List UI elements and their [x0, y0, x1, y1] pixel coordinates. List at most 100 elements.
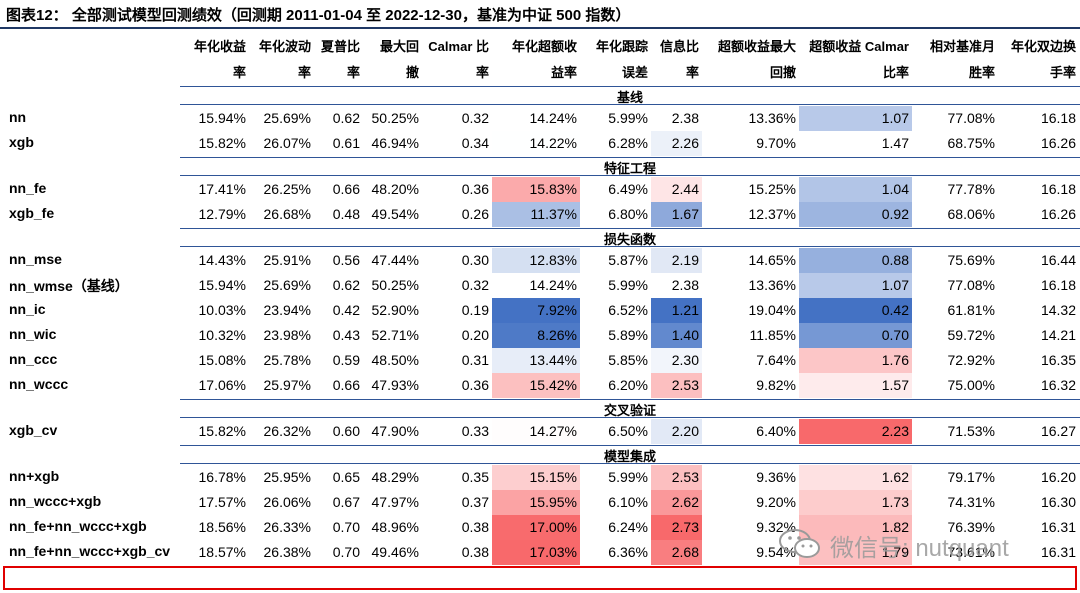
table-cell: 16.26 — [1040, 206, 1076, 222]
table-cell: 2.53 — [651, 465, 702, 490]
section-title: 模型集成 — [603, 449, 656, 464]
table-cell: 26.33% — [263, 519, 311, 535]
table-cell: 68.75% — [947, 135, 995, 151]
table-cell: 14.27% — [492, 419, 580, 444]
table-cell: 16.18 — [1040, 277, 1076, 293]
table-cell: 0.20 — [461, 327, 489, 343]
table-cell: 6.20% — [608, 377, 648, 393]
table-cell: 0.70 — [332, 544, 360, 560]
table-cell: 72.92% — [947, 352, 995, 368]
table-cell: 15.25% — [748, 181, 796, 197]
table-cell: 0.37 — [461, 494, 489, 510]
table-cell: 26.06% — [263, 494, 311, 510]
table-cell: 47.44% — [371, 252, 419, 268]
section-title: 损失函数 — [603, 232, 656, 247]
table-cell: 0.30 — [461, 252, 489, 268]
table-cell: 50.25% — [371, 277, 419, 293]
column-header: 超额收益 Calmar — [809, 39, 909, 54]
table-cell: 15.42% — [492, 373, 580, 398]
table-row: nn_mse 14.43% 25.91% 0.56 47.44% 0.30 12.83% 5.… — [0, 248, 1080, 273]
table-cell: 16.78% — [198, 469, 246, 485]
table-cell: 1.67 — [651, 202, 702, 227]
table-cell: 0.66 — [332, 377, 360, 393]
table-cell: 2.68 — [651, 540, 702, 565]
table-cell: 16.32 — [1040, 377, 1076, 393]
column-header: 比率 — [882, 65, 909, 80]
table-cell: 17.41% — [198, 181, 246, 197]
table-cell: 0.70 — [332, 519, 360, 535]
table-row: xgb_fe 12.79% 26.68% 0.48 49.54% 0.26 11.37% 6.… — [0, 202, 1080, 227]
table-cell: 46.94% — [371, 135, 419, 151]
table-cell: 0.70 — [799, 323, 912, 348]
table-cell: 13.44% — [492, 348, 580, 373]
table-row: nn_wccc 17.06% 25.97% 0.66 47.93% 0.36 15.42% 6… — [0, 373, 1080, 398]
table-row: nn_ic 10.03% 23.94% 0.42 52.90% 0.19 7.92% 6.52… — [0, 298, 1080, 323]
row-label: nn_ccc — [9, 351, 58, 367]
table-cell: 74.31% — [947, 494, 995, 510]
table-cell: 2.44 — [651, 177, 702, 202]
table-cell: 9.36% — [756, 469, 796, 485]
table-cell: 1.07 — [799, 106, 912, 131]
table-cell: 25.91% — [263, 252, 311, 268]
table-cell: 25.69% — [263, 277, 311, 293]
table-cell: 18.56% — [198, 519, 246, 535]
table-cell: 0.38 — [461, 519, 489, 535]
column-header: 误差 — [621, 65, 648, 80]
section-title: 交叉验证 — [603, 403, 656, 418]
table-cell: 14.65% — [748, 252, 796, 268]
column-header: 撤 — [405, 65, 419, 80]
column-header: 年化双边换 — [1010, 39, 1076, 54]
table-row: nn_ccc 15.08% 25.78% 0.59 48.50% 0.31 13.44% 5.… — [0, 348, 1080, 373]
table-row: nn_fe+nn_wccc+xgb_cv 18.57% 26.38% 0.70 49.4… — [0, 540, 1080, 565]
table-cell: 14.43% — [198, 252, 246, 268]
table-cell: 52.90% — [371, 302, 419, 318]
table-cell: 77.78% — [947, 181, 995, 197]
table-cell: 1.57 — [799, 373, 912, 398]
section-divider — [180, 463, 1080, 464]
table-cell: 1.62 — [799, 465, 912, 490]
table-cell: 14.24% — [492, 273, 580, 298]
column-header: 最大回 — [379, 39, 419, 54]
table-cell: 15.94% — [198, 277, 246, 293]
section-divider — [180, 157, 1080, 158]
table-cell: 48.96% — [371, 519, 419, 535]
table-row: xgb_cv 15.82% 26.32% 0.60 47.90% 0.33 14.27% 6.… — [0, 419, 1080, 444]
section-divider — [180, 399, 1080, 400]
column-header: 年化跟踪 — [595, 39, 648, 54]
table-cell: 0.59 — [332, 352, 360, 368]
table-cell: 0.36 — [461, 181, 489, 197]
table-cell: 2.19 — [651, 248, 702, 273]
table-cell: 6.24% — [608, 519, 648, 535]
table-cell: 47.90% — [371, 423, 419, 439]
table-cell: 26.68% — [263, 206, 311, 222]
table-cell: 16.35 — [1040, 352, 1076, 368]
row-label: nn+xgb — [9, 468, 60, 484]
column-header: 益率 — [550, 65, 577, 80]
table-cell: 15.82% — [198, 423, 246, 439]
table-cell: 0.66 — [332, 181, 360, 197]
section-divider — [180, 175, 1080, 176]
table-row: nn_wccc+xgb 17.57% 26.06% 0.67 47.97% 0.37 15.… — [0, 490, 1080, 515]
table-cell: 2.23 — [799, 419, 912, 444]
table-cell: 7.92% — [492, 298, 580, 323]
row-label: nn_wccc — [9, 376, 69, 392]
section-divider — [180, 246, 1080, 247]
table-cell: 15.82% — [198, 135, 246, 151]
table-cell: 49.46% — [371, 544, 419, 560]
section-title: 基线 — [616, 90, 643, 105]
table-cell: 15.94% — [198, 110, 246, 126]
column-header: Calmar 比 — [428, 39, 489, 54]
table-cell: 12.83% — [492, 248, 580, 273]
row-label: nn_ic — [9, 301, 46, 317]
row-label: nn — [9, 109, 27, 125]
table-cell: 6.28% — [608, 135, 648, 151]
table-cell: 10.32% — [198, 327, 246, 343]
table-cell: 50.25% — [371, 110, 419, 126]
table-cell: 49.54% — [371, 206, 419, 222]
table-cell: 9.70% — [756, 135, 796, 151]
table-cell: 5.87% — [608, 252, 648, 268]
table-cell: 0.56 — [332, 252, 360, 268]
table-cell: 0.48 — [332, 206, 360, 222]
table-cell: 25.69% — [263, 110, 311, 126]
table-cell: 48.29% — [371, 469, 419, 485]
